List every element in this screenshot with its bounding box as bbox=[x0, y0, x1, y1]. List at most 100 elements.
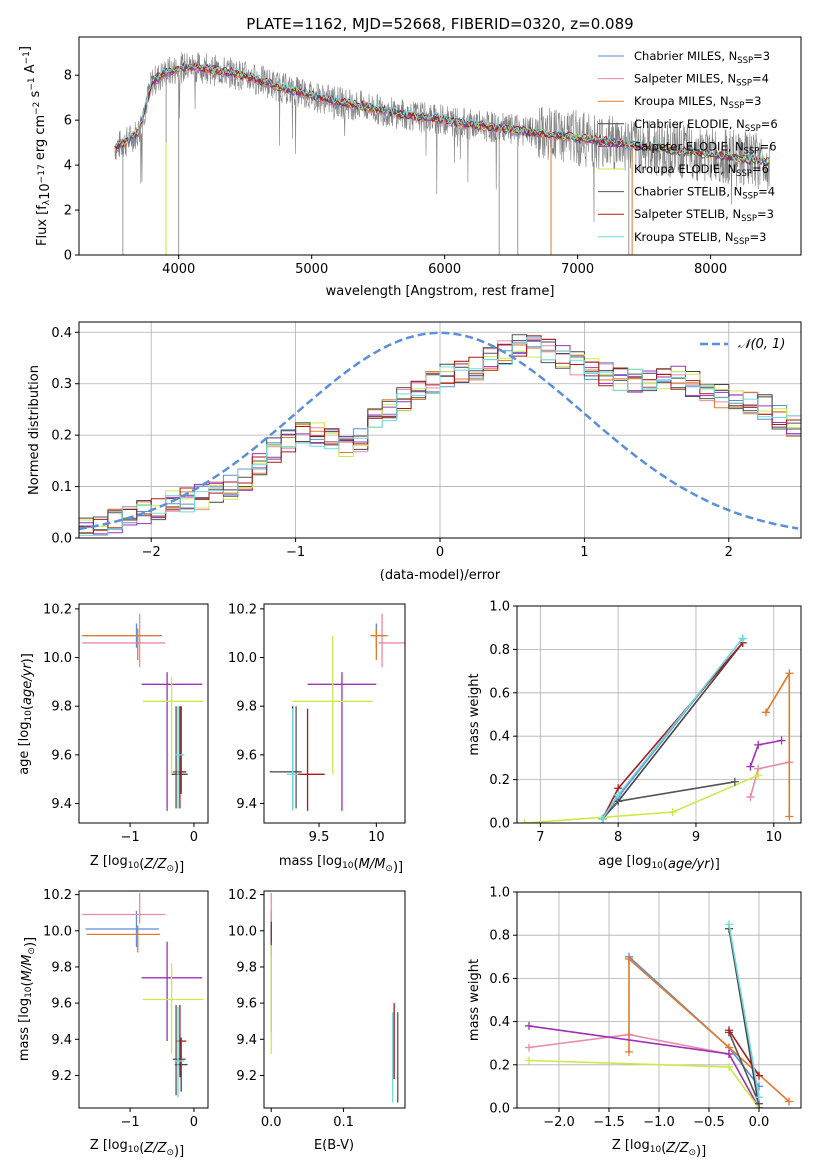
axes-frame bbox=[78, 36, 802, 256]
point-marker bbox=[525, 1056, 533, 1065]
panel-massweight-vs-Z: −2.0 −1.5 −1.0 −0.5 0.0 0.0 0.2 0.4 0.6 0.8 1.0 Z [… bbox=[467, 886, 802, 1159]
label-part: 10 bbox=[651, 861, 663, 871]
y-axis-label: mass weight bbox=[467, 959, 482, 1041]
label-part: 10 bbox=[650, 1145, 662, 1155]
y-tick-label: 0.8 bbox=[489, 643, 510, 658]
point-marker bbox=[668, 808, 677, 817]
point-marker bbox=[761, 708, 770, 717]
x-tick-label: 0.1 bbox=[333, 1115, 354, 1130]
label-part: 10 bbox=[342, 861, 354, 871]
label-part: −2 bbox=[32, 102, 42, 115]
legend-name: Chabrier ELODIE, N bbox=[634, 117, 745, 131]
y-tick-label: 9.4 bbox=[51, 1033, 72, 1048]
x-tick-label: 8000 bbox=[694, 262, 727, 277]
y-tick-label: 9.6 bbox=[51, 748, 72, 763]
label-part: Z/Z bbox=[665, 1141, 689, 1156]
x-tick-label: 9 bbox=[692, 830, 700, 845]
legend-entry: Kroupa STELIB, NSSP=3 bbox=[634, 230, 766, 247]
panel-mass-vs-Z: −1 09.29.49.69.810.010.2Z [log10(Z/Z⊙)]ma… bbox=[17, 888, 209, 1159]
label-part: 10 bbox=[38, 183, 53, 200]
legend-name: Salpeter STELIB, N bbox=[634, 207, 741, 221]
y-tick-label: 0.0 bbox=[51, 532, 72, 547]
y-tick-label: 10.0 bbox=[43, 651, 72, 666]
axes-frame bbox=[263, 890, 406, 1109]
label-part: )] bbox=[710, 857, 720, 872]
y-tick-label: 9.6 bbox=[236, 748, 257, 763]
plot-area bbox=[270, 892, 399, 1103]
y-tick-label: 10.0 bbox=[228, 651, 257, 666]
point-marker bbox=[746, 762, 755, 771]
y-tick-label: 9.4 bbox=[236, 797, 257, 812]
label-part: ( bbox=[663, 857, 668, 872]
y-axis-label: mass [log10(M/M⊙)] bbox=[17, 937, 38, 1061]
point-marker bbox=[520, 819, 529, 823]
y-tick-label: 8 bbox=[64, 69, 72, 84]
y-tick-label: 9.6 bbox=[51, 997, 72, 1012]
point-marker bbox=[777, 736, 786, 745]
label-part: Flux [f bbox=[35, 205, 50, 246]
residual-histogram bbox=[79, 338, 801, 535]
x-tick-label: 6000 bbox=[428, 262, 461, 277]
legend-entry: Chabrier ELODIE, NSSP=6 bbox=[634, 117, 778, 134]
y-axis-label: mass weight bbox=[467, 673, 482, 755]
label-part: ⊙ bbox=[166, 864, 174, 874]
x-tick-label: 2 bbox=[725, 545, 733, 560]
y-tick-label: 10.2 bbox=[43, 602, 72, 617]
plot-area bbox=[82, 613, 204, 811]
label-part: −1 bbox=[27, 77, 37, 90]
point-marker bbox=[725, 1050, 733, 1058]
legend-sub: SSP bbox=[737, 56, 753, 66]
legend-name: Salpeter ELODIE, N bbox=[634, 139, 744, 153]
axes-frame bbox=[78, 603, 209, 824]
axes-frame bbox=[516, 605, 802, 824]
label-part: M/M bbox=[20, 955, 35, 982]
legend-sub: SSP bbox=[745, 124, 761, 134]
legend-name: Chabrier MILES, N bbox=[634, 49, 737, 63]
legend-entry: Salpeter STELIB, NSSP=3 bbox=[634, 207, 774, 224]
mass-weight-line bbox=[728, 1032, 760, 1105]
y-tick-label: 4 bbox=[64, 159, 72, 174]
point-marker bbox=[625, 1047, 633, 1056]
legend-sub: SSP bbox=[744, 146, 760, 156]
x-axis-label: mass [log10(M/M⊙)] bbox=[279, 854, 403, 875]
point-marker bbox=[785, 1097, 793, 1106]
point-marker bbox=[730, 777, 739, 786]
y-tick-label: 10.2 bbox=[228, 888, 257, 903]
y-tick-label: 9.2 bbox=[51, 1069, 72, 1084]
label-part: )] bbox=[174, 1144, 184, 1159]
legend-sub: SSP bbox=[734, 237, 750, 247]
x-tick-label: 9.5 bbox=[309, 830, 330, 845]
y-tick-label: 1.0 bbox=[489, 600, 510, 615]
mass-weight-line bbox=[524, 774, 759, 823]
legend-name: Kroupa MILES, N bbox=[634, 94, 729, 108]
label-part: s bbox=[28, 90, 43, 101]
y-tick-label: 0.1 bbox=[51, 480, 72, 495]
y-tick-label: 10.0 bbox=[43, 924, 72, 939]
y-tick-label: 1.0 bbox=[489, 886, 510, 901]
plot-area bbox=[79, 331, 801, 536]
y-tick-label: 0.4 bbox=[51, 326, 72, 341]
label-part: 10 bbox=[24, 986, 34, 998]
y-tick-label: 0.0 bbox=[489, 1102, 510, 1117]
y-axis-label: age [log10(age/yr)] bbox=[17, 653, 35, 775]
legend-value: =6 bbox=[760, 139, 777, 153]
y-tick-label: 0.6 bbox=[489, 972, 510, 987]
x-tick-label: 10 bbox=[368, 830, 385, 845]
y-tick-label: 0.2 bbox=[489, 1058, 510, 1073]
axes-frame bbox=[263, 603, 406, 824]
y-tick-label: 0.3 bbox=[51, 377, 72, 392]
x-tick-label: 10 bbox=[765, 830, 782, 845]
legend-value: =6 bbox=[752, 162, 769, 176]
legend-sub: SSP bbox=[736, 79, 752, 89]
figure-title: PLATE=1162, MJD=52668, FIBERID=0320, z=0… bbox=[246, 15, 633, 33]
y-tick-label: 0.4 bbox=[489, 1015, 510, 1030]
plot-area bbox=[525, 920, 793, 1108]
x-tick-label: −0.5 bbox=[693, 1115, 725, 1130]
y-tick-label: 0 bbox=[64, 249, 72, 264]
x-tick-label: 0.0 bbox=[261, 1115, 282, 1130]
y-tick-label: 0.4 bbox=[489, 730, 510, 745]
legend-value: =4 bbox=[758, 185, 775, 199]
legend-name: Salpeter MILES, N bbox=[634, 72, 736, 86]
